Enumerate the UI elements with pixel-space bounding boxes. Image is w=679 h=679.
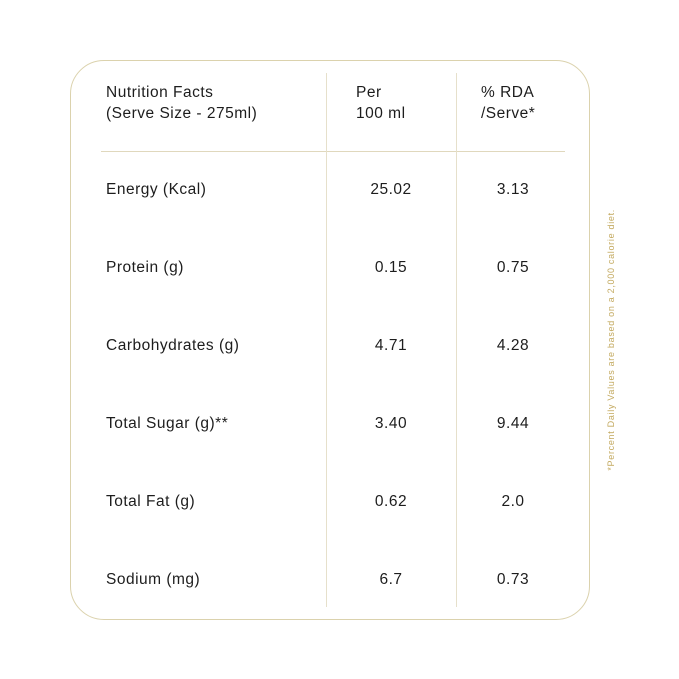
header-rda-line1: % RDA (481, 84, 535, 101)
row-label-energy: Energy (Kcal) (106, 181, 207, 198)
column-divider-2 (456, 73, 457, 607)
header-per-line2: 100 ml (356, 105, 406, 122)
row-value-protein-rda: 0.75 (496, 259, 530, 276)
header-title-line1: Nutrition Facts (106, 84, 214, 101)
row-value-total-sugar-rda: 9.44 (496, 415, 530, 432)
row-label-sodium: Sodium (mg) (106, 571, 201, 588)
header-serve-size: (Serve Size - 275ml) (106, 105, 258, 122)
row-label-carbohydrates: Carbohydrates (g) (106, 337, 240, 354)
row-label-total-fat: Total Fat (g) (106, 493, 196, 510)
row-value-carbohydrates-per100: 4.71 (374, 337, 408, 354)
row-value-energy-per100: 25.02 (370, 181, 412, 198)
header-nutrition-facts: Nutrition Facts (Serve Size - 275ml) (71, 61, 326, 151)
row-value-total-fat-per100: 0.62 (374, 493, 408, 510)
header-divider-line (101, 151, 565, 152)
header-rda-serve: % RDA /Serve* (456, 61, 588, 151)
header-per-line1: Per (356, 84, 382, 101)
row-value-protein-per100: 0.15 (374, 259, 408, 276)
row-label-protein: Protein (g) (106, 259, 184, 276)
row-value-sodium-rda: 0.73 (496, 571, 530, 588)
row-label-total-sugar: Total Sugar (g)** (106, 415, 229, 432)
row-value-total-sugar-per100: 3.40 (374, 415, 408, 432)
row-value-sodium-per100: 6.7 (379, 571, 403, 588)
row-value-energy-rda: 3.13 (496, 181, 530, 198)
nutrition-facts-card: Nutrition Facts (Serve Size - 275ml) Per… (70, 60, 590, 620)
row-value-total-fat-rda: 2.0 (501, 493, 525, 510)
row-value-carbohydrates-rda: 4.28 (496, 337, 530, 354)
nutrition-table: Nutrition Facts (Serve Size - 275ml) Per… (71, 61, 589, 619)
footnote-container: *Percent Daily Values are based on a 2,0… (602, 0, 620, 679)
header-per-100ml: Per 100 ml (326, 61, 456, 151)
daily-values-footnote: *Percent Daily Values are based on a 2,0… (606, 208, 616, 471)
column-divider-1 (326, 73, 327, 607)
header-rda-line2: /Serve* (481, 105, 536, 122)
